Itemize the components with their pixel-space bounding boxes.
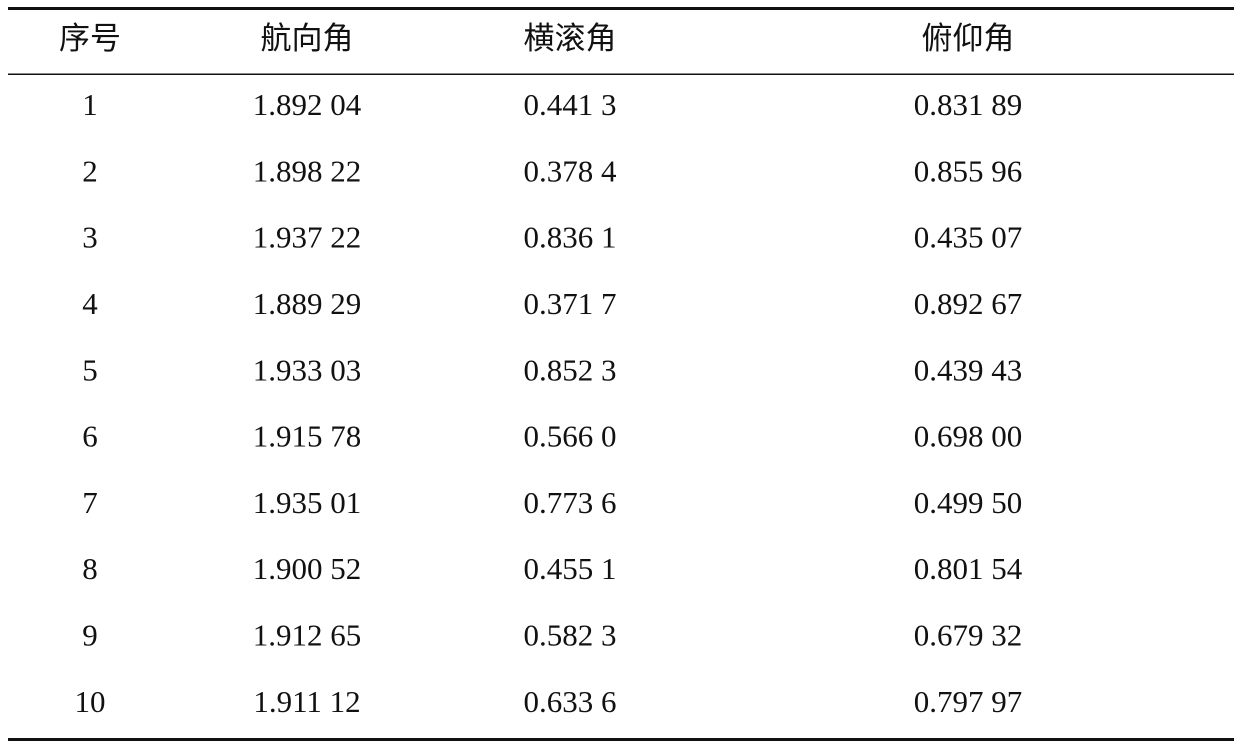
cell: 0.378 4 [524, 153, 618, 188]
cell: 0.371 7 [524, 286, 617, 321]
cell: 0.797 97 [914, 684, 1023, 719]
cell: 8 [82, 551, 98, 586]
cell: 1 [82, 87, 98, 122]
cell: 3 [82, 220, 98, 255]
cell: 6 [82, 419, 98, 454]
cell: 1.933 03 [253, 352, 362, 387]
cell: 0.855 96 [914, 153, 1023, 188]
cell: 1.915 78 [253, 419, 362, 454]
header-cell: 横滚角 [524, 21, 617, 56]
cell: 0.633 6 [524, 684, 617, 719]
cell: 5 [82, 352, 98, 387]
header-cell: 俯仰角 [922, 21, 1015, 56]
cell: 1.911 12 [253, 684, 360, 719]
cell: 0.698 00 [914, 419, 1023, 454]
cell: 0.836 1 [524, 220, 617, 255]
cell: 0.831 89 [914, 87, 1023, 122]
cell: 1.892 04 [253, 87, 362, 122]
cell: 1.937 22 [253, 220, 362, 255]
cell: 1.912 65 [253, 618, 362, 653]
cell: 0.441 3 [524, 87, 617, 122]
header-cell: 序号 [59, 21, 121, 56]
header-rule [8, 73, 1234, 75]
bottom-rule [8, 738, 1234, 741]
cell: 2 [82, 153, 98, 188]
cell: 0.439 43 [914, 352, 1023, 387]
cell: 1.889 29 [253, 286, 362, 321]
cell: 0.852 3 [524, 352, 617, 387]
cell: 1.898 22 [253, 153, 362, 188]
cell: 0.773 6 [524, 485, 617, 520]
top-rule [8, 7, 1234, 10]
cell: 0.801 54 [914, 551, 1023, 586]
cell: 0.566 0 [524, 419, 617, 454]
cell: 4 [82, 286, 98, 321]
cell: 10 [75, 684, 106, 719]
cell: 0.455 1 [524, 551, 617, 586]
cell: 0.892 67 [914, 286, 1023, 321]
header-cell: 航向角 [261, 21, 354, 56]
cell: 0.435 07 [914, 220, 1023, 255]
cell: 7 [82, 485, 98, 520]
cell: 1.900 52 [253, 551, 362, 586]
cell: 0.582 3 [524, 618, 617, 653]
cell: 0.679 32 [914, 618, 1023, 653]
cell: 9 [82, 618, 98, 653]
cell: 1.935 01 [253, 485, 362, 520]
cell: 0.499 50 [914, 485, 1023, 520]
